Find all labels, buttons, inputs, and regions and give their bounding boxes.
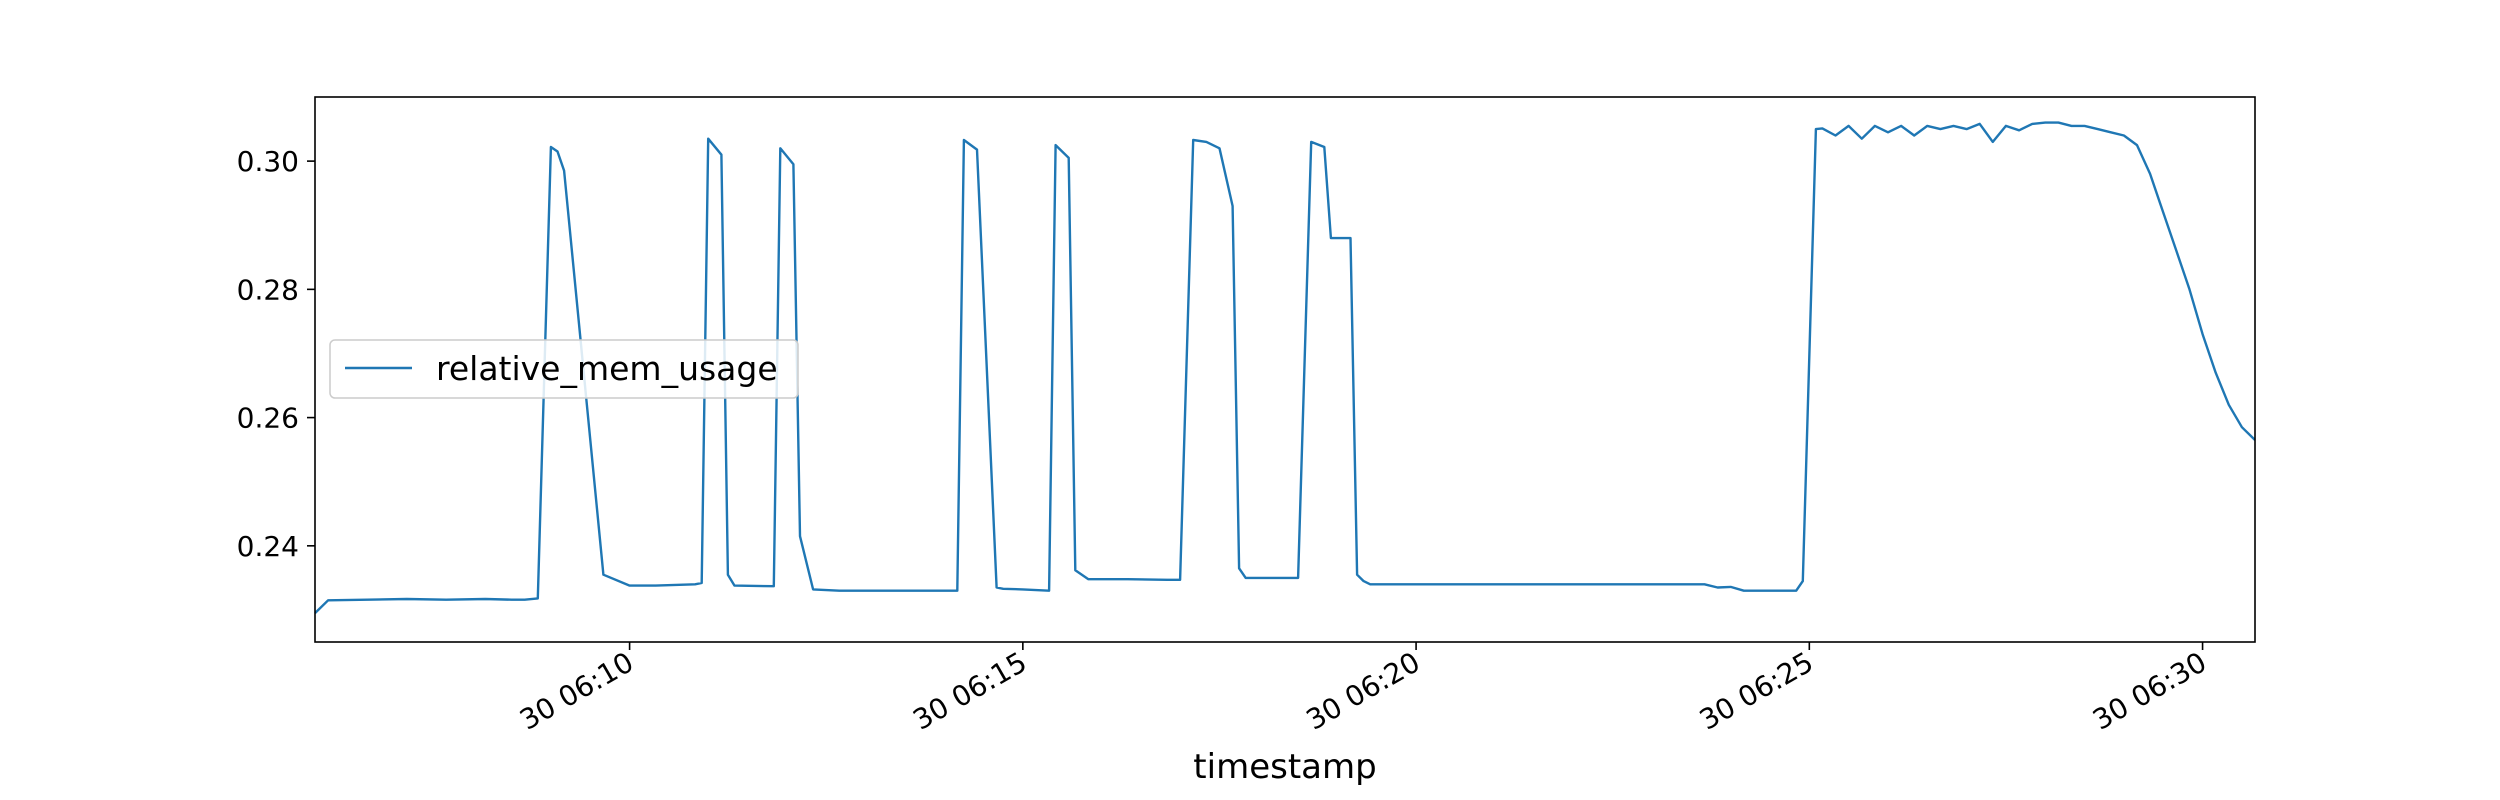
legend-label: relative_mem_usage (436, 349, 778, 388)
x-axis-label: timestamp (1193, 747, 1376, 787)
y-axis: 0.24 0.26 0.28 0.30 (237, 145, 315, 563)
legend-box (329, 339, 799, 399)
series-layer (314, 121, 2256, 614)
plot-frame (314, 96, 2256, 643)
y-tick-label: 0.24 (237, 530, 299, 563)
series-line-relative_mem_usage (314, 121, 2256, 614)
y-tick-label: 0.26 (237, 402, 299, 435)
y-tick-label: 0.30 (237, 145, 299, 178)
legend: relative_mem_usage (329, 339, 799, 399)
y-tick-label: 0.28 (237, 273, 299, 306)
